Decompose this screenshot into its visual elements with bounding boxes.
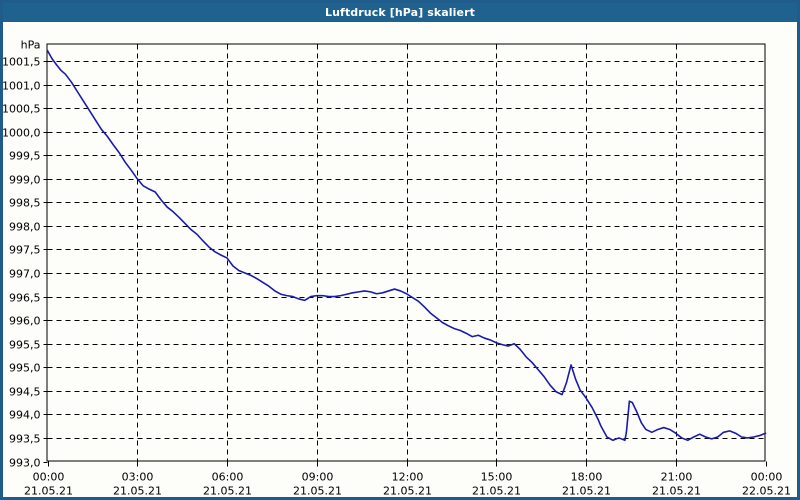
x-axis-tick-label: 00:00 [33, 471, 65, 484]
x-axis-tick-label: 15:00 [481, 471, 513, 484]
y-axis-tick-label: 1000,5 [3, 103, 41, 116]
x-axis-tick-label: 12:00 [392, 471, 424, 484]
y-axis-tick-label: 996,5 [9, 292, 41, 305]
y-axis-tick-label: 999,0 [9, 174, 41, 187]
y-axis-tick-label: 995,0 [9, 362, 41, 375]
x-axis-tick-date: 21.05.21 [652, 485, 701, 498]
page-title: Luftdruck [hPa] skaliert [325, 6, 475, 19]
x-axis-tick-label: 03:00 [122, 471, 154, 484]
x-axis-tick-label: 21:00 [661, 471, 693, 484]
y-axis-tick-label: 993,0 [9, 457, 41, 470]
x-axis-tick-date: 21.05.21 [562, 485, 611, 498]
x-axis-tick-label: 00:00 [751, 471, 783, 484]
x-axis-tick-date: 21.05.21 [472, 485, 521, 498]
y-axis-tick-label: 994,5 [9, 386, 41, 399]
chart-plot-container: 1001,5 1001,0 1000,5 1000,0 999,5 999,0 998,5 9… [3, 22, 797, 497]
y-axis-tick-label: 996,0 [9, 315, 41, 328]
x-axis-tick-date: 21.05.21 [113, 485, 162, 498]
y-axis-tick-label: 1000,0 [3, 127, 41, 140]
x-axis-tick-marks [48, 461, 767, 467]
y-axis-tick-labels: 1001,5 1001,0 1000,5 1000,0 999,5 999,0 998,5 9… [3, 56, 41, 470]
x-axis-tick-label: 06:00 [212, 471, 244, 484]
y-axis-tick-label: 999,5 [9, 150, 41, 163]
x-axis-tick-label: 09:00 [302, 471, 334, 484]
y-axis-tick-label: 1001,0 [3, 80, 41, 93]
horizontal-gridlines [43, 61, 766, 463]
line-chart-svg: 1001,5 1001,0 1000,5 1000,0 999,5 999,0 998,5 9… [3, 39, 791, 498]
x-axis-tick-labels: 00:0021.05.2103:0021.05.2106:0021.05.210… [24, 471, 791, 498]
vertical-gridlines [137, 44, 677, 462]
y-axis-tick-label: 994,0 [9, 409, 41, 422]
x-axis-tick-date: 21.05.21 [293, 485, 342, 498]
x-axis-tick-date: 21.05.21 [383, 485, 432, 498]
pressure-series-line [46, 49, 767, 442]
x-axis-tick-label: 18:00 [571, 471, 603, 484]
y-axis-tick-label: 997,5 [9, 244, 41, 257]
y-axis-tick-label: 993,5 [9, 433, 41, 446]
y-axis-tick-label: 995,5 [9, 339, 41, 352]
x-axis-tick-date: 22.05.21 [742, 485, 791, 498]
x-axis-tick-date: 21.05.21 [203, 485, 252, 498]
x-axis-tick-date: 21.05.21 [24, 485, 73, 498]
y-axis-tick-label: 998,5 [9, 197, 41, 210]
y-axis-tick-label: 1001,5 [3, 56, 41, 69]
window-title-bar: Luftdruck [hPa] skaliert [3, 3, 797, 22]
y-axis-unit-label: hPa [21, 39, 41, 52]
plot-frame-border [46, 43, 766, 462]
y-axis-tick-label: 997,0 [9, 268, 41, 281]
y-axis-tick-label: 998,0 [9, 221, 41, 234]
